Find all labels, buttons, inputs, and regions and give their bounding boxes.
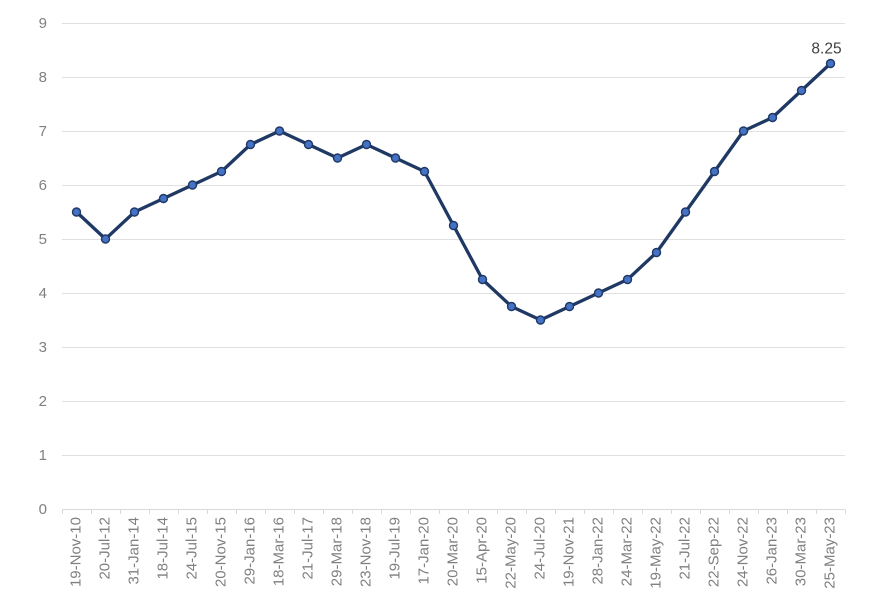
data-point-marker [71,207,82,217]
data-point-marker [158,193,169,204]
data-point-marker [216,166,227,177]
x-axis-tick-label: 23-Nov-18 [358,517,375,587]
y-axis-tick-label: 2 [39,393,47,410]
y-axis-tick-label: 9 [39,15,47,32]
data-point-marker [448,220,459,231]
data-point-marker [245,139,256,150]
x-axis-tick-label: 17-Jan-20 [416,517,433,585]
y-axis-tick-label: 8 [39,69,47,86]
x-axis-tick-label: 28-Jan-22 [590,517,607,585]
data-point-marker [477,274,488,285]
x-axis-tick-label: 18-Mar-16 [271,517,288,586]
data-point-marker [767,112,778,123]
data-point-marker [738,126,749,136]
data-point-marker [651,247,662,258]
x-axis-tick-label: 22-May-20 [503,517,520,589]
x-axis-tick-label: 30-Mar-23 [793,517,810,586]
data-point-marker [796,85,807,96]
x-axis-tick-label: 29-Mar-18 [329,517,346,586]
x-axis-tick-label: 21-Jul-17 [300,517,317,580]
data-point-marker [593,288,604,298]
data-point-marker [622,274,633,285]
x-axis-tick-label: 25-May-23 [822,517,839,589]
y-axis-tick-label: 7 [39,123,47,140]
data-point-marker [506,301,517,312]
data-point-marker [535,315,546,325]
data-point-marker [303,139,314,150]
x-axis-tick-label: 21-Jul-22 [677,517,694,580]
x-axis-tick-label: 19-Jul-19 [387,517,404,580]
data-point-marker [709,166,720,177]
x-axis-tick-label: 19-May-22 [648,517,665,589]
data-point-marker [274,126,285,136]
x-axis-tick-label: 18-Jul-14 [155,517,172,580]
data-point-marker [419,166,430,177]
data-point-marker [187,180,198,190]
x-axis-tick-label: 20-Mar-20 [445,517,462,586]
data-point-marker [361,139,372,150]
x-axis-tick-label: 15-Apr-20 [474,517,491,584]
data-point-marker [825,58,836,69]
data-point-marker [100,234,111,244]
y-axis-tick-label: 1 [39,447,47,464]
data-point-marker [332,153,343,163]
x-axis-tick-label: 31-Jan-14 [126,517,143,585]
x-axis-tick-label: 20-Jul-12 [97,517,114,580]
x-axis-tick-label: 29-Jan-16 [242,517,259,585]
data-point-marker [390,153,401,163]
data-point-marker [564,301,575,312]
x-axis-tick-label: 22-Sep-22 [706,517,723,587]
y-axis-tick-label: 3 [39,339,47,356]
y-axis-tick-label: 6 [39,177,47,194]
x-axis-tick-label: 24-Mar-22 [619,517,636,586]
data-point-marker [129,207,140,217]
last-value-label: 8.25 [811,41,841,58]
x-axis-tick-label: 24-Nov-22 [735,517,752,587]
y-axis-tick-label: 4 [39,285,47,302]
y-axis-tick-label: 0 [39,501,47,518]
x-axis-tick-label: 26-Jan-23 [764,517,781,585]
x-axis-tick-label: 24-Jul-20 [532,517,549,580]
x-axis-tick-label: 20-Nov-15 [213,517,230,587]
x-axis-tick-label: 19-Nov-10 [68,517,85,587]
x-axis-tick-label: 24-Jul-15 [184,517,201,580]
y-axis-tick-label: 5 [39,231,47,248]
x-axis-tick-label: 19-Nov-21 [561,517,578,587]
data-point-marker [680,207,691,217]
